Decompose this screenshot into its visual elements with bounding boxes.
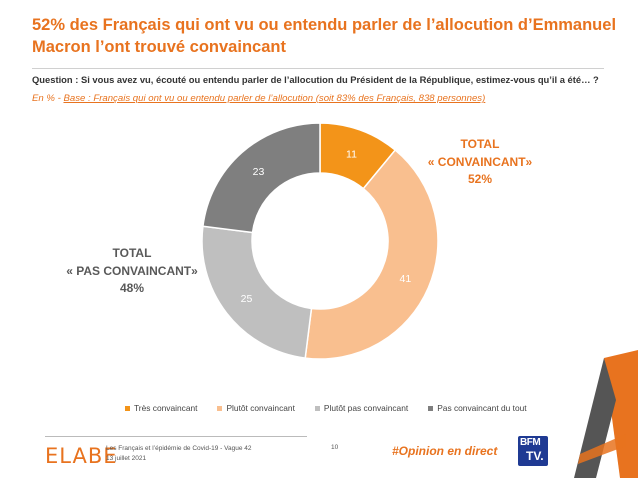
legend-swatch-3 (314, 405, 320, 411)
base-prefix: En % - (32, 93, 64, 104)
total-pas-convaincant-line2: « PAS CONVAINCANT» (66, 263, 198, 278)
footer-source-line2: 13 juillet 2021 (106, 455, 147, 462)
legend-swatch-2 (217, 405, 223, 411)
hashtag-text: #Opinion en direct (392, 444, 498, 458)
header-divider (32, 68, 604, 69)
legend-label-3: Plutôt pas convaincant (323, 403, 409, 413)
legend-item-1: Très convaincant (125, 403, 197, 413)
page-number: 10 (331, 444, 339, 451)
donut-slice-4 (202, 122, 321, 234)
legend-label-1: Très convaincant (134, 403, 198, 413)
total-convaincant-line1: TOTAL (460, 137, 500, 151)
total-convaincant: TOTAL « CONVAINCANT» 52% (410, 136, 550, 189)
donut-value-label-2: 41 (400, 273, 412, 285)
total-pas-convaincant-line1: TOTAL (112, 246, 152, 260)
legend-label-2: Plutôt convaincant (226, 403, 295, 413)
decorative-a-shape (574, 350, 638, 478)
base-note: En % - Base : Français qui ont vu ou ent… (32, 93, 622, 104)
donut-value-label-1: 11 (346, 148, 357, 160)
legend-item-2: Plutôt convaincant (217, 403, 295, 413)
donut-value-label-3: 25 (241, 293, 253, 305)
bfmtv-logo: BFM TV. (518, 436, 548, 466)
legend-label-4: Pas convaincant du tout (437, 403, 527, 413)
footer-source-line1: Les Français et l’épidémie de Covid-19 -… (106, 445, 252, 452)
donut-slices (201, 122, 439, 360)
total-convaincant-line3: 52% (467, 172, 493, 186)
donut-value-label-4: 23 (253, 166, 265, 178)
legend-swatch-1 (125, 405, 130, 411)
bfmtv-logo-top: BFM (520, 437, 541, 448)
donut-slice-3 (201, 225, 313, 359)
legend-swatch-4 (428, 405, 434, 411)
donut-slice-2 (304, 149, 439, 360)
total-pas-convaincant-line3: 48% (119, 281, 145, 295)
donut-labels: 11 41 25 23 (241, 148, 412, 305)
legend-item-3: Plutôt pas convaincant (314, 403, 409, 413)
base-text: Base : Français qui ont vu ou entendu pa… (63, 93, 486, 104)
chart-legend: Très convaincant Plutôt convaincant Plutôt… (125, 403, 547, 413)
page-title: 52% des Français qui ont vu ou entendu p… (32, 16, 617, 56)
total-convaincant-line2: « CONVAINCANT» (427, 154, 533, 169)
footer-source: Les Français et l’épidémie de Covid-19 -… (106, 444, 252, 464)
total-pas-convaincant: TOTAL « PAS CONVAINCANT» 48% (52, 245, 212, 298)
elabe-logo: ELABE (45, 444, 118, 468)
legend-item-4: Pas convaincant du tout (428, 403, 527, 413)
survey-question: Question : Si vous avez vu, écouté ou en… (32, 74, 599, 85)
bfmtv-logo-bottom: TV. (526, 449, 544, 463)
footer-divider (45, 436, 307, 437)
